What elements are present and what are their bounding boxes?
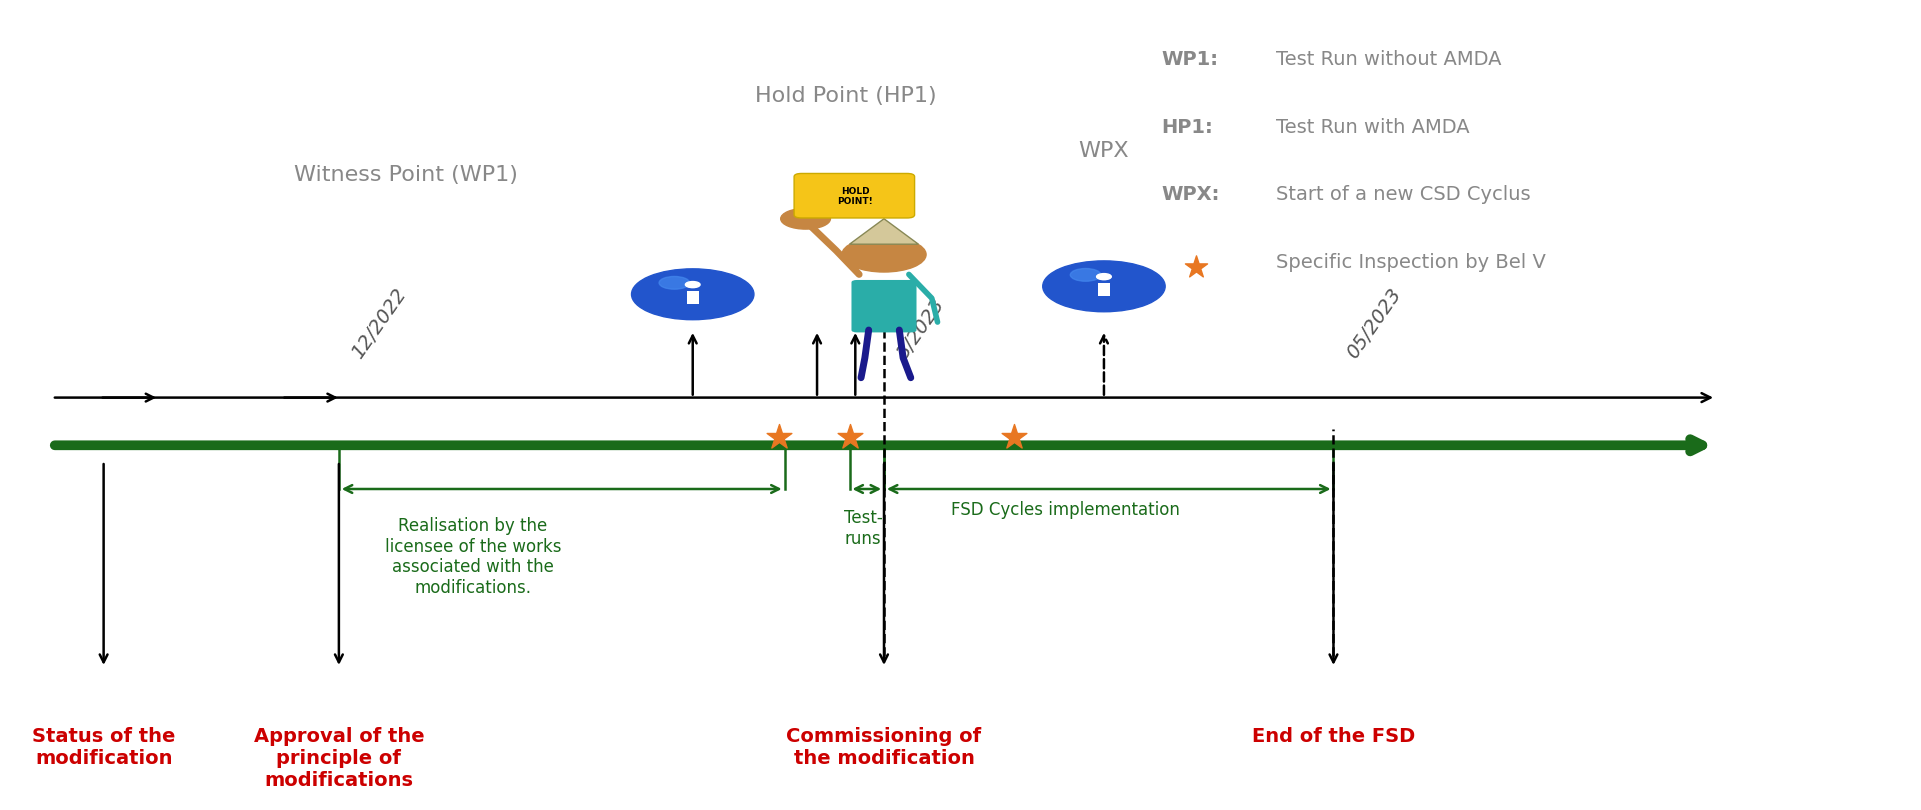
Circle shape xyxy=(780,208,830,229)
Text: Approval of the
principle of
modifications: Approval of the principle of modificatio… xyxy=(254,727,425,791)
Polygon shape xyxy=(849,219,918,244)
Text: Commissioning of
the modification: Commissioning of the modification xyxy=(786,727,982,769)
Text: End of the FSD: End of the FSD xyxy=(1252,727,1416,747)
Text: 3/2023: 3/2023 xyxy=(893,295,949,362)
Text: Start of a new CSD Cyclus: Start of a new CSD Cyclus xyxy=(1276,185,1531,204)
Circle shape xyxy=(632,269,753,320)
Text: Test Run without AMDA: Test Run without AMDA xyxy=(1276,50,1502,70)
Text: 12/2022: 12/2022 xyxy=(348,284,411,362)
Text: WP1:: WP1: xyxy=(1162,50,1218,70)
FancyBboxPatch shape xyxy=(1097,283,1110,296)
Text: HOLD
POINT!: HOLD POINT! xyxy=(838,187,874,207)
Text: WPX:: WPX: xyxy=(1162,185,1220,204)
Circle shape xyxy=(841,237,926,272)
Circle shape xyxy=(1097,274,1110,279)
Point xyxy=(1179,261,1210,274)
Text: 05/2023: 05/2023 xyxy=(1343,284,1404,362)
Text: Realisation by the
licensee of the works
associated with the
modifications.: Realisation by the licensee of the works… xyxy=(384,517,561,597)
FancyBboxPatch shape xyxy=(686,291,699,304)
Text: Witness Point (WP1): Witness Point (WP1) xyxy=(294,165,519,185)
Text: WPX: WPX xyxy=(1078,141,1130,161)
Circle shape xyxy=(1043,261,1166,312)
Text: Hold Point (HP1): Hold Point (HP1) xyxy=(755,86,937,105)
Text: Status of the
modification: Status of the modification xyxy=(33,727,175,769)
Text: HP1:: HP1: xyxy=(1162,118,1212,137)
Text: Test-
runs: Test- runs xyxy=(843,509,882,548)
Text: Specific Inspection by Bel V: Specific Inspection by Bel V xyxy=(1276,253,1546,272)
Circle shape xyxy=(1070,269,1101,281)
Text: FSD Cycles implementation: FSD Cycles implementation xyxy=(951,501,1179,519)
FancyBboxPatch shape xyxy=(851,280,916,332)
Point xyxy=(763,431,793,444)
Circle shape xyxy=(659,276,690,289)
Point xyxy=(999,431,1030,444)
FancyBboxPatch shape xyxy=(793,173,914,218)
Text: Test Run with AMDA: Test Run with AMDA xyxy=(1276,118,1470,137)
Point xyxy=(834,431,864,444)
Circle shape xyxy=(686,282,699,288)
